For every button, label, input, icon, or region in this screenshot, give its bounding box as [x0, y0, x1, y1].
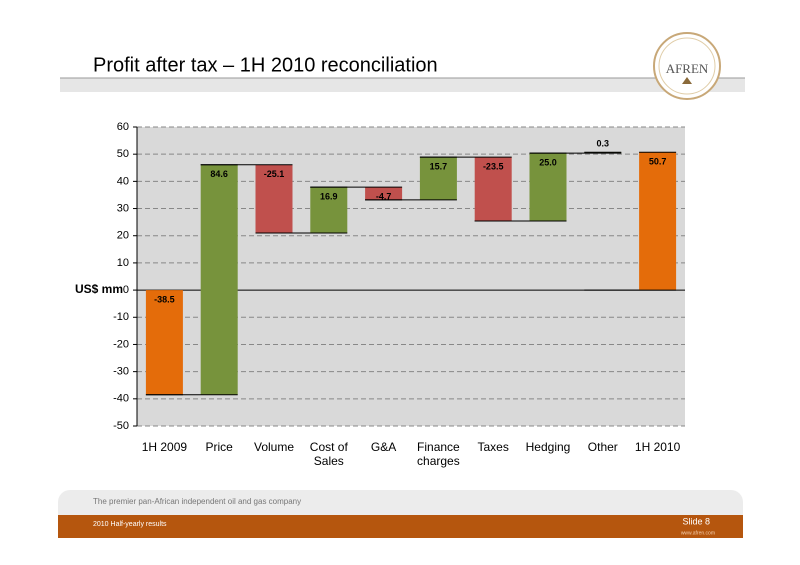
footer-tagline: The premier pan-African independent oil … [93, 497, 301, 506]
value-label: 16.9 [320, 191, 338, 201]
y-tick-label: -20 [113, 338, 129, 350]
value-label: -23.5 [483, 162, 504, 172]
x-tick-label: Finance charges [417, 440, 460, 468]
x-tick-label: Taxes [477, 440, 509, 454]
value-label: -25.1 [264, 169, 285, 179]
bar [145, 290, 183, 395]
slide-number: Slide 8 [682, 516, 710, 526]
bar [365, 187, 403, 200]
value-label: 0.3 [597, 139, 610, 149]
logo-text: AFREN [666, 61, 709, 76]
x-tick-label: Price [205, 440, 233, 454]
value-label: 15.7 [430, 162, 448, 172]
value-label: 84.6 [210, 169, 228, 179]
y-tick-label: 30 [117, 202, 129, 214]
x-tick-label: Other [587, 440, 618, 454]
y-tick-label: -50 [113, 420, 129, 432]
y-tick-label: 20 [117, 230, 129, 242]
x-tick-label: G&A [370, 440, 397, 454]
value-label: 25.0 [539, 157, 557, 167]
x-tick-label: 1H 2010 [634, 440, 681, 454]
bar [639, 152, 677, 291]
y-axis-label: US$ mm [75, 282, 123, 296]
bar [200, 164, 238, 395]
y-tick-label: -30 [113, 366, 129, 378]
y-tick-label: -10 [113, 311, 129, 323]
footer-report: 2010 Half-yearly results [93, 521, 167, 528]
bar [529, 153, 567, 222]
value-label: -4.7 [376, 191, 392, 201]
logo-icon [682, 77, 692, 84]
footer-bar [58, 515, 743, 538]
y-tick-label: 10 [117, 257, 129, 269]
header-band [60, 78, 745, 92]
x-tick-label: 1H 2009 [141, 440, 188, 454]
x-tick-label: Hedging [525, 440, 571, 454]
x-tick-label: Cost of Sales [309, 440, 348, 468]
slide-title: Profit after tax – 1H 2010 reconciliatio… [93, 54, 438, 76]
y-tick-label: 0 [123, 284, 129, 296]
bar [255, 164, 293, 234]
y-tick-label: 60 [117, 121, 129, 133]
y-tick-label: 50 [117, 148, 129, 160]
bar [310, 187, 348, 234]
logo-ring [653, 32, 721, 100]
value-label: -38.5 [154, 294, 175, 304]
logo-inner [658, 37, 716, 95]
value-label: 50.7 [649, 157, 667, 167]
y-tick-label: 40 [117, 175, 129, 187]
y-tick-label: -40 [113, 393, 129, 405]
x-tick-label: Volume [253, 440, 295, 454]
bar [419, 157, 457, 200]
bar [474, 157, 512, 222]
website: www.afren.com [681, 530, 715, 536]
